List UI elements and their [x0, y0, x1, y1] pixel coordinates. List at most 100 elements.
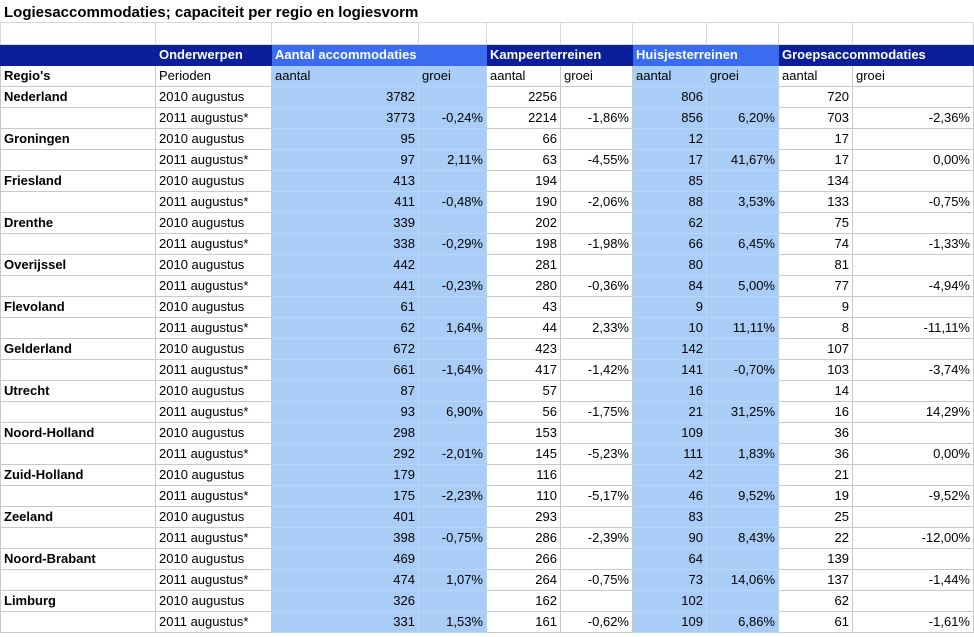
kampeer-aantal-cell[interactable]: 293: [486, 506, 561, 528]
huisjes-aantal-cell[interactable]: 66: [632, 233, 707, 255]
period-cell[interactable]: 2010 augustus: [155, 170, 272, 192]
kampeer-groei-cell[interactable]: -0,36%: [560, 275, 633, 297]
aantal-accommodaties-cell[interactable]: 3782: [271, 86, 419, 108]
huisjes-aantal-cell[interactable]: 109: [632, 422, 707, 444]
huisjes-groei-cell[interactable]: 3,53%: [706, 191, 779, 213]
huisjes-groei-cell[interactable]: 1,83%: [706, 443, 779, 465]
groeps-aantal-cell[interactable]: 134: [778, 170, 853, 192]
groei-accommodaties-cell[interactable]: -0,75%: [418, 527, 487, 549]
groeps-aantal-cell[interactable]: 139: [778, 548, 853, 570]
kampeer-aantal-cell[interactable]: 286: [486, 527, 561, 549]
kampeer-groei-cell[interactable]: [560, 254, 633, 276]
groeps-groei-cell[interactable]: [852, 128, 974, 150]
period-cell[interactable]: 2011 augustus*: [155, 359, 272, 381]
groeps-aantal-cell[interactable]: 107: [778, 338, 853, 360]
groei-accommodaties-cell[interactable]: -2,23%: [418, 485, 487, 507]
aantal-accommodaties-cell[interactable]: 298: [271, 422, 419, 444]
region-name[interactable]: Limburg: [0, 590, 156, 612]
period-cell[interactable]: 2010 augustus: [155, 422, 272, 444]
groeps-groei-cell[interactable]: [852, 548, 974, 570]
groei-accommodaties-cell[interactable]: 1,07%: [418, 569, 487, 591]
huisjes-aantal-cell[interactable]: 141: [632, 359, 707, 381]
groeps-groei-cell[interactable]: [852, 506, 974, 528]
huisjes-aantal-cell[interactable]: 16: [632, 380, 707, 402]
kampeer-groei-cell[interactable]: [560, 422, 633, 444]
groeps-aantal-cell[interactable]: 8: [778, 317, 853, 339]
groei-accommodaties-cell[interactable]: -0,48%: [418, 191, 487, 213]
groei-accommodaties-cell[interactable]: 1,64%: [418, 317, 487, 339]
huisjes-groei-cell[interactable]: [706, 86, 779, 108]
groeps-aantal-cell[interactable]: 22: [778, 527, 853, 549]
period-cell[interactable]: 2010 augustus: [155, 338, 272, 360]
huisjes-aantal-cell[interactable]: 10: [632, 317, 707, 339]
kampeer-aantal-cell[interactable]: 66: [486, 128, 561, 150]
aantal-accommodaties-cell[interactable]: 441: [271, 275, 419, 297]
huisjes-aantal-cell[interactable]: 9: [632, 296, 707, 318]
region-empty-cell[interactable]: [0, 527, 156, 549]
region-empty-cell[interactable]: [0, 317, 156, 339]
region-empty-cell[interactable]: [0, 569, 156, 591]
huisjes-groei-cell[interactable]: [706, 212, 779, 234]
aantal-accommodaties-cell[interactable]: 442: [271, 254, 419, 276]
huisjes-groei-cell[interactable]: [706, 380, 779, 402]
aantal-accommodaties-cell[interactable]: 413: [271, 170, 419, 192]
period-cell[interactable]: 2011 augustus*: [155, 233, 272, 255]
huisjes-aantal-cell[interactable]: 17: [632, 149, 707, 171]
groeps-aantal-cell[interactable]: 17: [778, 149, 853, 171]
huisjes-aantal-cell[interactable]: 109: [632, 611, 707, 633]
huisjes-aantal-cell[interactable]: 856: [632, 107, 707, 129]
huisjes-groei-cell[interactable]: 31,25%: [706, 401, 779, 423]
region-name[interactable]: Overijssel: [0, 254, 156, 276]
period-cell[interactable]: 2011 augustus*: [155, 443, 272, 465]
region-name[interactable]: Gelderland: [0, 338, 156, 360]
groeps-groei-cell[interactable]: 14,29%: [852, 401, 974, 423]
kampeer-aantal-cell[interactable]: 44: [486, 317, 561, 339]
huisjes-groei-cell[interactable]: 41,67%: [706, 149, 779, 171]
header-aantal[interactable]: aantal: [271, 65, 419, 87]
period-cell[interactable]: 2010 augustus: [155, 506, 272, 528]
groeps-aantal-cell[interactable]: 75: [778, 212, 853, 234]
kampeer-aantal-cell[interactable]: 2214: [486, 107, 561, 129]
region-empty-cell[interactable]: [0, 191, 156, 213]
groeps-aantal-cell[interactable]: 16: [778, 401, 853, 423]
region-empty-cell[interactable]: [0, 443, 156, 465]
huisjes-groei-cell[interactable]: 14,06%: [706, 569, 779, 591]
period-cell[interactable]: 2010 augustus: [155, 548, 272, 570]
groeps-aantal-cell[interactable]: 81: [778, 254, 853, 276]
aantal-accommodaties-cell[interactable]: 469: [271, 548, 419, 570]
huisjes-aantal-cell[interactable]: 88: [632, 191, 707, 213]
kampeer-groei-cell[interactable]: -1,75%: [560, 401, 633, 423]
groei-accommodaties-cell[interactable]: -1,64%: [418, 359, 487, 381]
period-cell[interactable]: 2011 augustus*: [155, 317, 272, 339]
huisjes-groei-cell[interactable]: [706, 422, 779, 444]
aantal-accommodaties-cell[interactable]: 93: [271, 401, 419, 423]
groeps-groei-cell[interactable]: [852, 338, 974, 360]
aantal-accommodaties-cell[interactable]: 474: [271, 569, 419, 591]
groei-accommodaties-cell[interactable]: -0,23%: [418, 275, 487, 297]
period-cell[interactable]: 2010 augustus: [155, 380, 272, 402]
huisjes-groei-cell[interactable]: [706, 338, 779, 360]
period-cell[interactable]: 2011 augustus*: [155, 485, 272, 507]
kampeer-groei-cell[interactable]: -5,17%: [560, 485, 633, 507]
kampeer-aantal-cell[interactable]: 145: [486, 443, 561, 465]
region-empty-cell[interactable]: [0, 107, 156, 129]
huisjes-aantal-cell[interactable]: 42: [632, 464, 707, 486]
aantal-accommodaties-cell[interactable]: 87: [271, 380, 419, 402]
huisjes-aantal-cell[interactable]: 21: [632, 401, 707, 423]
period-cell[interactable]: 2010 augustus: [155, 296, 272, 318]
groeps-groei-cell[interactable]: -1,61%: [852, 611, 974, 633]
header-onderwerpen[interactable]: Onderwerpen: [155, 44, 272, 66]
aantal-accommodaties-cell[interactable]: 326: [271, 590, 419, 612]
aantal-accommodaties-cell[interactable]: 3773: [271, 107, 419, 129]
huisjes-aantal-cell[interactable]: 46: [632, 485, 707, 507]
aantal-accommodaties-cell[interactable]: 97: [271, 149, 419, 171]
region-name[interactable]: Noord-Brabant: [0, 548, 156, 570]
kampeer-aantal-cell[interactable]: 266: [486, 548, 561, 570]
groei-accommodaties-cell[interactable]: [418, 254, 487, 276]
kampeer-groei-cell[interactable]: [560, 338, 633, 360]
groeps-aantal-cell[interactable]: 77: [778, 275, 853, 297]
region-name[interactable]: Drenthe: [0, 212, 156, 234]
groeps-aantal-cell[interactable]: 703: [778, 107, 853, 129]
huisjes-aantal-cell[interactable]: 102: [632, 590, 707, 612]
groeps-groei-cell[interactable]: [852, 170, 974, 192]
